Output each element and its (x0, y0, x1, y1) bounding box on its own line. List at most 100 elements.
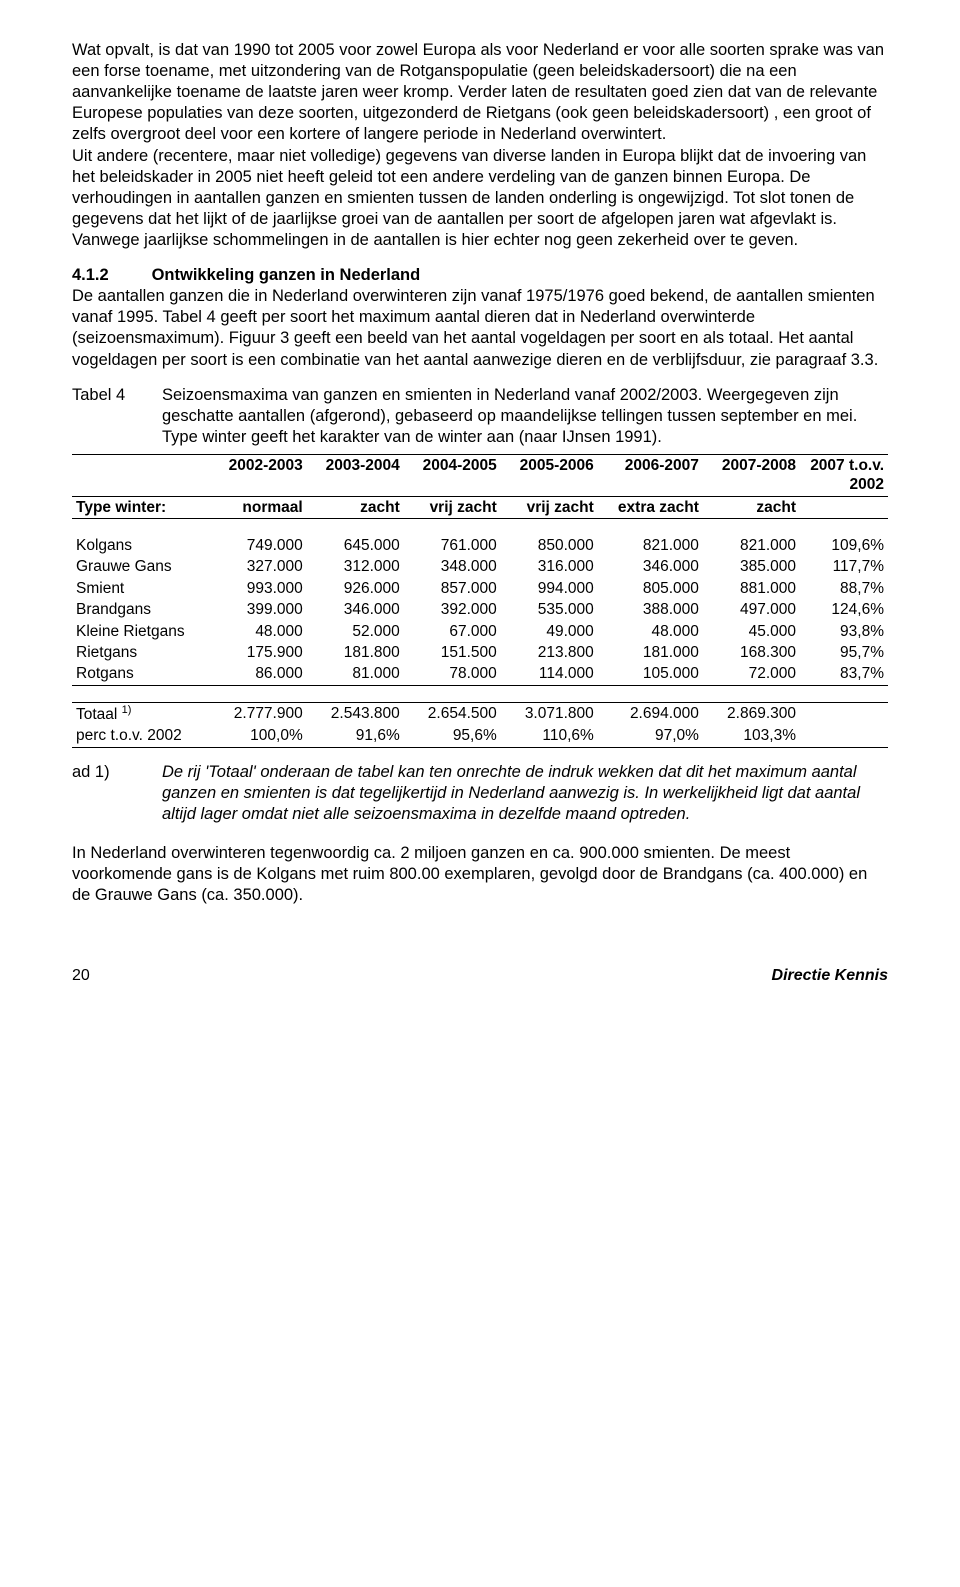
cell-value (800, 702, 888, 725)
section-paragraph: De aantallen ganzen die in Nederland ove… (72, 286, 888, 370)
winter-type: normaal (210, 496, 307, 518)
col-header: 2007 t.o.v. 2002 (800, 454, 888, 496)
row-label: perc t.o.v. 2002 (72, 725, 210, 747)
cell-value: 95,7% (800, 642, 888, 663)
cell-value: 821.000 (598, 535, 703, 556)
cell-value: 805.000 (598, 578, 703, 599)
table-row: Kolgans749.000645.000761.000850.000821.0… (72, 535, 888, 556)
cell-value: 110,6% (501, 725, 598, 747)
document-page: Wat opvalt, is dat van 1990 tot 2005 voo… (0, 0, 960, 1017)
cell-value: 105.000 (598, 663, 703, 685)
footnote-label: ad 1) (72, 762, 162, 825)
cell-value: 86.000 (210, 663, 307, 685)
cell-value: 81.000 (307, 663, 404, 685)
row-label: Grauwe Gans (72, 556, 210, 577)
col-header: 2007-2008 (703, 454, 800, 496)
cell-value: 117,7% (800, 556, 888, 577)
table-total-row: Totaal 1)2.777.9002.543.8002.654.5003.07… (72, 702, 888, 725)
cell-value: 100,0% (210, 725, 307, 747)
data-table: 2002-2003 2003-2004 2004-2005 2005-2006 … (72, 454, 888, 748)
cell-value: 926.000 (307, 578, 404, 599)
col-header: 2003-2004 (307, 454, 404, 496)
table-row: Kleine Rietgans48.00052.00067.00049.0004… (72, 621, 888, 642)
row-label: Smient (72, 578, 210, 599)
table-head: 2002-2003 2003-2004 2004-2005 2005-2006 … (72, 454, 888, 518)
cell-value: 97,0% (598, 725, 703, 747)
table-label: Tabel 4 (72, 385, 162, 448)
page-number: 20 (72, 966, 90, 986)
section-heading: 4.1.2 Ontwikkeling ganzen in Nederland (72, 265, 888, 286)
cell-value: 124,6% (800, 599, 888, 620)
footer-source: Directie Kennis (772, 966, 888, 986)
cell-value: 312.000 (307, 556, 404, 577)
cell-value: 67.000 (404, 621, 501, 642)
footnote: ad 1) De rij 'Totaal' onderaan de tabel … (72, 762, 888, 825)
row-label: Rotgans (72, 663, 210, 685)
row-label: Brandgans (72, 599, 210, 620)
footnote-text: De rij 'Totaal' onderaan de tabel kan te… (162, 762, 888, 825)
col-header: 2005-2006 (501, 454, 598, 496)
row-label: Rietgans (72, 642, 210, 663)
cell-value: 388.000 (598, 599, 703, 620)
cell-value: 181.000 (598, 642, 703, 663)
cell-value: 151.500 (404, 642, 501, 663)
cell-value: 213.800 (501, 642, 598, 663)
section-number: 4.1.2 (72, 265, 147, 286)
cell-value: 761.000 (404, 535, 501, 556)
cell-value: 327.000 (210, 556, 307, 577)
cell-value: 535.000 (501, 599, 598, 620)
cell-value: 109,6% (800, 535, 888, 556)
cell-value: 83,7% (800, 663, 888, 685)
winter-type: zacht (703, 496, 800, 518)
row-label: Kleine Rietgans (72, 621, 210, 642)
table-row: Brandgans399.000346.000392.000535.000388… (72, 599, 888, 620)
cell-value: 49.000 (501, 621, 598, 642)
intro-paragraph-part2: Uit andere (recentere, maar niet volledi… (72, 147, 866, 249)
winter-type: extra zacht (598, 496, 703, 518)
col-header: 2004-2005 (404, 454, 501, 496)
winter-type (800, 496, 888, 518)
cell-value: 3.071.800 (501, 702, 598, 725)
cell-value: 385.000 (703, 556, 800, 577)
cell-value: 88,7% (800, 578, 888, 599)
cell-value: 181.800 (307, 642, 404, 663)
row-label: Kolgans (72, 535, 210, 556)
winter-type: vrij zacht (501, 496, 598, 518)
table-row: Grauwe Gans327.000312.000348.000316.0003… (72, 556, 888, 577)
table-total-row: perc t.o.v. 2002100,0%91,6%95,6%110,6%97… (72, 725, 888, 747)
cell-value: 850.000 (501, 535, 598, 556)
cell-value: 78.000 (404, 663, 501, 685)
table-row: Rotgans86.00081.00078.000114.000105.0007… (72, 663, 888, 685)
cell-value: 2.777.900 (210, 702, 307, 725)
cell-value: 346.000 (307, 599, 404, 620)
table-row: Smient993.000926.000857.000994.000805.00… (72, 578, 888, 599)
intro-paragraph: Wat opvalt, is dat van 1990 tot 2005 voo… (72, 40, 888, 251)
cell-value: 175.900 (210, 642, 307, 663)
cell-value: 994.000 (501, 578, 598, 599)
type-row-label: Type winter: (72, 496, 210, 518)
winter-type: zacht (307, 496, 404, 518)
cell-value: 2.654.500 (404, 702, 501, 725)
intro-paragraph-part1: Wat opvalt, is dat van 1990 tot 2005 voo… (72, 41, 884, 143)
cell-value (800, 725, 888, 747)
cell-value: 2.694.000 (598, 702, 703, 725)
col-header: 2006-2007 (598, 454, 703, 496)
cell-value: 91,6% (307, 725, 404, 747)
cell-value: 993.000 (210, 578, 307, 599)
table-caption: Seizoensmaxima van ganzen en smienten in… (162, 385, 888, 448)
section-title: Ontwikkeling ganzen in Nederland (152, 266, 421, 284)
cell-value: 2.543.800 (307, 702, 404, 725)
cell-value: 348.000 (404, 556, 501, 577)
cell-value: 881.000 (703, 578, 800, 599)
page-footer: 20 Directie Kennis (72, 966, 888, 986)
cell-value: 93,8% (800, 621, 888, 642)
cell-value: 52.000 (307, 621, 404, 642)
cell-value: 497.000 (703, 599, 800, 620)
cell-value: 645.000 (307, 535, 404, 556)
cell-value: 103,3% (703, 725, 800, 747)
winter-type: vrij zacht (404, 496, 501, 518)
cell-value: 749.000 (210, 535, 307, 556)
final-paragraph: In Nederland overwinteren tegenwoordig c… (72, 843, 888, 906)
table-row: Rietgans175.900181.800151.500213.800181.… (72, 642, 888, 663)
table-header-winter-type: Type winter: normaal zacht vrij zacht vr… (72, 496, 888, 518)
